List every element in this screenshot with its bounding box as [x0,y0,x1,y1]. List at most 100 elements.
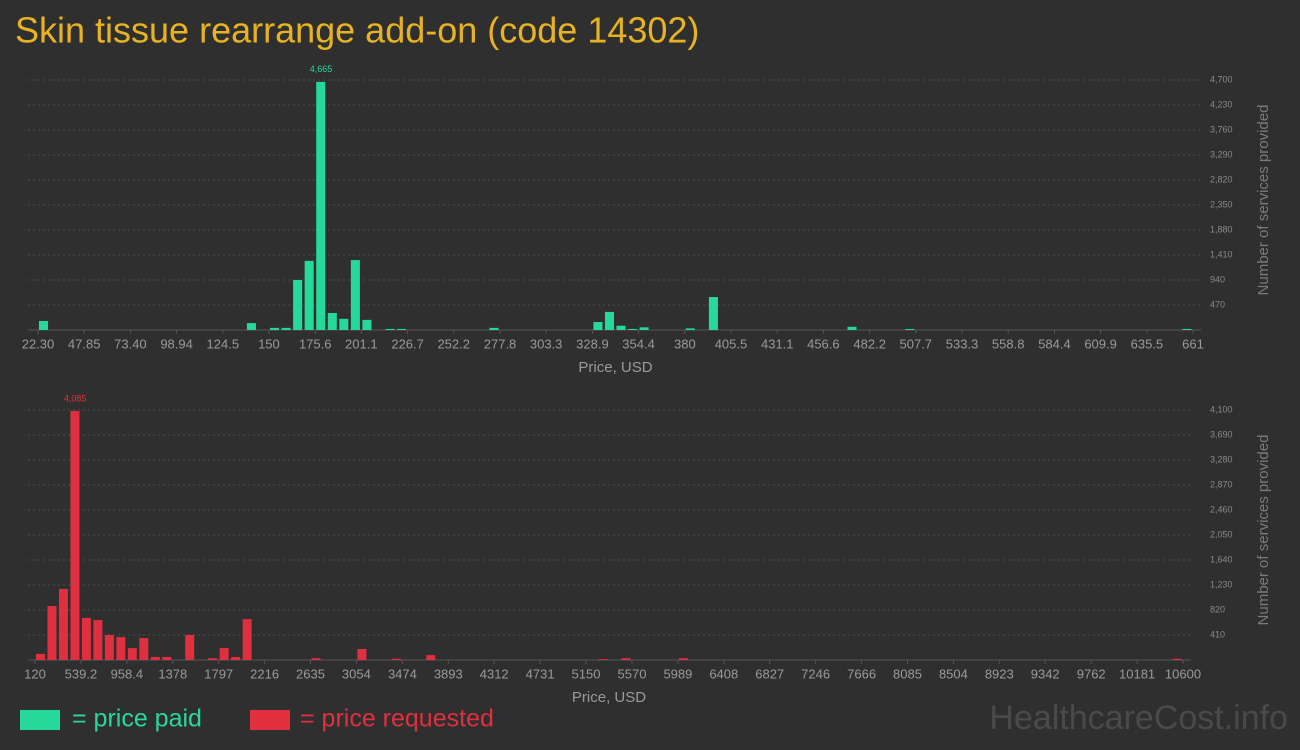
x-tick-label: 277.8 [484,336,517,351]
x-tick-label: 5570 [618,666,647,681]
bar [678,658,688,660]
bar [246,323,256,330]
y-tick-label: 2,820 [1210,174,1233,184]
bar [593,322,603,330]
x-tick-label: 124.5 [207,336,240,351]
y-tick-label: 2,350 [1210,199,1233,209]
x-tick-label: 958.4 [111,666,144,681]
bar [139,638,149,660]
data-label: 4,085 [64,393,87,403]
x-tick-label: 303.3 [530,336,563,351]
y-tick-label: 4,100 [1210,404,1233,414]
x-tick-label: 226.7 [391,336,424,351]
x-tick-label: 3893 [434,666,463,681]
bar [350,260,360,330]
y-tick-label: 2,870 [1210,479,1233,489]
x-tick-label: 7246 [801,666,830,681]
x-tick-label: 558.8 [992,336,1025,351]
bar [36,653,45,660]
bar [391,658,401,660]
bar [242,619,252,660]
x-tick-label: 507.7 [900,336,933,351]
y-tick-label: 940 [1210,274,1225,284]
x-tick-label: 8923 [985,666,1014,681]
x-tick-label: 22.30 [22,336,55,351]
bar [185,635,195,660]
x-tick-label: 4731 [526,666,555,681]
x-tick-label: 405.5 [715,336,748,351]
bar [489,327,499,330]
y-tick-label: 820 [1210,604,1225,614]
x-tick-label: 10600 [1165,666,1201,681]
bar [208,658,218,660]
x-tick-label: 150 [258,336,280,351]
x-tick-label: 5989 [663,666,692,681]
x-tick-label: 354.4 [622,336,655,351]
bar [604,311,614,330]
bar [426,655,436,660]
bar [293,280,303,330]
x-tick-label: 609.9 [1084,336,1117,351]
y-axis-label: Number of services provided [1255,435,1272,626]
x-tick-label: 7666 [847,666,876,681]
x-tick-label: 8085 [893,666,922,681]
bar [598,659,608,660]
bar [93,620,103,660]
legend-swatch [20,710,60,730]
x-tick-label: 6827 [755,666,784,681]
bar [357,649,367,660]
bar [219,648,229,660]
x-axis-label: Price, USD [572,689,646,706]
bar [621,658,631,660]
x-tick-label: 584.4 [1038,336,1071,351]
x-tick-label: 1378 [158,666,187,681]
x-tick-label: 4312 [480,666,509,681]
y-tick-label: 3,690 [1210,429,1233,439]
y-tick-label: 3,280 [1210,454,1233,464]
x-tick-label: 431.1 [761,336,794,351]
bar [116,637,126,660]
x-tick-label: 635.5 [1131,336,1164,351]
x-tick-label: 8504 [939,666,968,681]
bar [905,328,915,330]
bar [316,81,326,331]
y-tick-label: 470 [1210,299,1225,309]
y-tick-label: 1,230 [1210,579,1233,589]
y-tick-label: 3,290 [1210,149,1233,159]
bar [385,328,395,330]
legend-label: = price paid [72,705,202,733]
bar [311,658,321,660]
x-tick-label: 9342 [1031,666,1060,681]
bar [1182,328,1192,330]
x-tick-label: 47.85 [68,336,101,351]
bar [304,260,314,330]
x-tick-label: 3054 [342,666,371,681]
bar [270,327,280,330]
bar [162,656,172,660]
x-tick-label: 10181 [1119,666,1155,681]
x-tick-label: 9762 [1077,666,1106,681]
bar [362,319,372,330]
bar [104,635,114,660]
x-tick-label: 482.2 [853,336,886,351]
x-tick-label: 6408 [709,666,738,681]
x-axis-label: Price, USD [578,359,652,376]
bar [327,312,337,330]
x-tick-label: 328.9 [576,336,609,351]
x-tick-label: 2635 [296,666,325,681]
x-tick-label: 539.2 [65,666,98,681]
bar [1172,658,1182,660]
x-tick-label: 661 [1182,336,1204,351]
y-tick-label: 1,640 [1210,554,1233,564]
y-axis-label: Number of services provided [1255,105,1272,296]
x-tick-label: 456.6 [807,336,840,351]
x-tick-label: 3474 [388,666,417,681]
x-tick-label: 5150 [572,666,601,681]
x-tick-label: 1797 [204,666,233,681]
bar [150,656,160,660]
y-tick-label: 3,760 [1210,124,1233,134]
y-tick-label: 1,410 [1210,249,1233,259]
bar [231,656,241,660]
